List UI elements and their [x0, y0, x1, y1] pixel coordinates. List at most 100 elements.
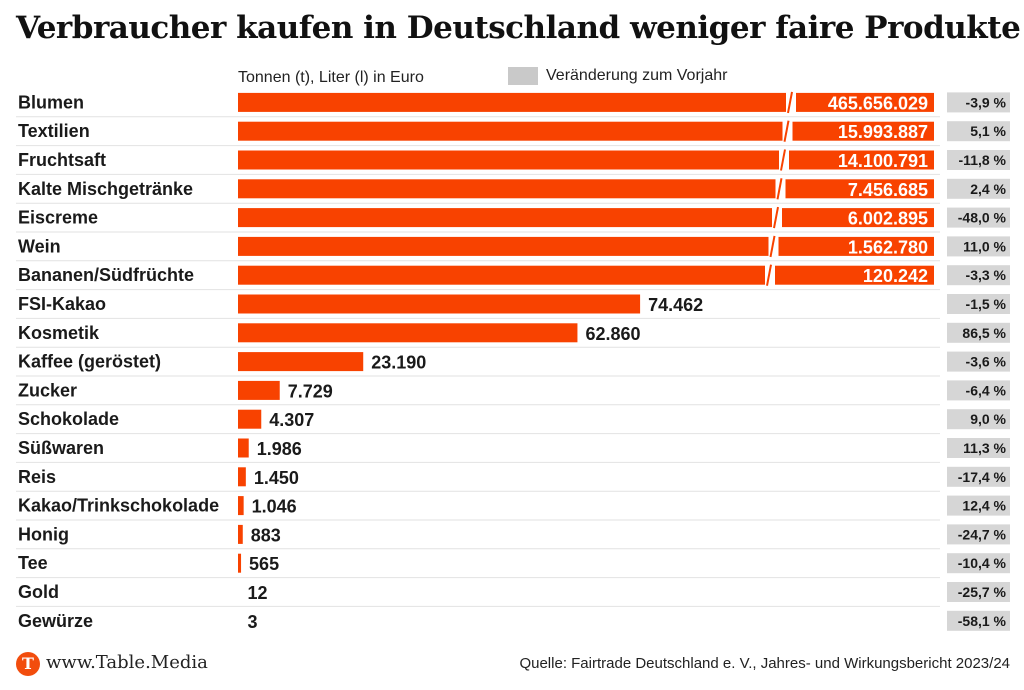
axis-break-mark: [783, 120, 790, 142]
change-box: [947, 553, 1010, 574]
value-label: 4.307: [269, 410, 314, 430]
category-label: Gewürze: [18, 611, 93, 631]
axis-break-mark: [780, 149, 786, 171]
bar: [238, 150, 779, 170]
bar: [238, 409, 262, 429]
bar: [238, 553, 242, 573]
change-label: -10,4 %: [958, 555, 1007, 571]
value-label: 6.002.895: [848, 209, 928, 229]
value-label: 1.450: [254, 468, 299, 488]
change-label: -3,9 %: [966, 94, 1007, 110]
category-label: Bananen/Südfrüchte: [18, 265, 194, 285]
axis-break-mark: [766, 264, 772, 286]
change-box: [947, 438, 1010, 458]
axis-break-mark: [769, 235, 776, 258]
legend: Veränderung zum Vorjahr: [508, 67, 727, 85]
value-label: 565: [249, 554, 279, 574]
change-label: -3,3 %: [966, 267, 1007, 283]
change-box: [947, 524, 1010, 545]
change-label: 9,0 %: [970, 411, 1006, 427]
value-label: 23.190: [371, 353, 426, 373]
category-label: Reis: [18, 467, 56, 487]
category-label: Kosmetik: [18, 323, 100, 343]
change-label: -3,6 %: [966, 354, 1007, 370]
bar-continuation: [789, 150, 934, 170]
change-label: 11,0 %: [963, 238, 1006, 254]
value-label: 1.986: [257, 439, 302, 459]
axis-break-mark: [773, 206, 779, 229]
bar-continuation: [796, 92, 934, 112]
bar: [238, 92, 786, 112]
value-label: 14.100.791: [838, 151, 928, 171]
change-box: [947, 207, 1010, 228]
bar: [238, 208, 772, 228]
change-box: [947, 178, 1010, 199]
table-media-logo: T: [16, 652, 40, 676]
change-label: -17,4 %: [958, 469, 1007, 485]
bar-continuation: [778, 236, 934, 256]
bar: [238, 236, 769, 256]
change-box: [947, 409, 1010, 430]
bar: [238, 467, 246, 487]
category-label: Gold: [18, 582, 59, 602]
bar-continuation: [792, 121, 934, 141]
bar: [238, 323, 578, 343]
change-box: [947, 322, 1010, 343]
category-label: Zucker: [18, 380, 77, 400]
bar: [238, 265, 765, 285]
change-box: [947, 294, 1010, 314]
change-box: [947, 610, 1010, 631]
change-box: [947, 265, 1010, 286]
category-label: Süßwaren: [18, 438, 104, 458]
bar-continuation: [782, 208, 934, 228]
change-label: -48,0 %: [958, 210, 1007, 226]
change-label: -58,1 %: [958, 613, 1007, 629]
category-label: Kaffee (geröstet): [18, 352, 161, 372]
value-label: 15.993.887: [838, 122, 928, 142]
change-box: [947, 495, 1010, 516]
category-label: Wein: [18, 236, 61, 256]
bar: [238, 524, 243, 544]
category-label: Fruchtsaft: [18, 150, 106, 170]
value-label: 1.562.780: [848, 237, 928, 257]
category-label: FSI-Kakao: [18, 294, 106, 314]
change-box: [947, 236, 1010, 257]
change-box: [947, 582, 1010, 602]
axis-break-mark: [787, 91, 793, 114]
change-label: 11,3 %: [963, 440, 1006, 456]
change-box: [947, 121, 1010, 142]
change-label: -24,7 %: [958, 526, 1007, 542]
value-label: 74.462: [648, 295, 703, 315]
value-label: 3: [248, 612, 258, 632]
footer-site: www.Table.Media: [46, 652, 208, 673]
change-label: 5,1 %: [970, 123, 1006, 139]
change-box: [947, 150, 1010, 170]
bar-continuation: [785, 179, 934, 199]
change-box: [947, 92, 1010, 113]
legend-swatch: [508, 67, 538, 85]
change-label: -25,7 %: [958, 584, 1007, 600]
category-label: Textilien: [18, 121, 90, 141]
legend-label: Veränderung zum Vorjahr: [546, 67, 728, 84]
footer-source: Quelle: Fairtrade Deutschland e. V., Jah…: [519, 655, 1010, 672]
change-label: -1,5 %: [966, 296, 1007, 312]
category-label: Schokolade: [18, 409, 119, 429]
bar: [238, 496, 244, 516]
bar: [238, 121, 783, 141]
change-label: -6,4 %: [966, 382, 1007, 398]
value-label: 465.656.029: [828, 93, 928, 113]
change-label: 12,4 %: [962, 498, 1006, 514]
category-label: Kakao/Trinkschokolade: [18, 496, 219, 516]
category-label: Kalte Mischgetränke: [18, 179, 193, 199]
value-label: 62.860: [585, 324, 640, 344]
value-label: 7.456.685: [848, 180, 928, 200]
value-label: 883: [251, 525, 281, 545]
change-box: [947, 351, 1010, 372]
bar: [238, 179, 776, 199]
change-label: 86,5 %: [962, 325, 1006, 341]
value-label: 120.242: [863, 266, 928, 286]
value-label: 12: [248, 583, 268, 603]
change-label: 2,4 %: [970, 181, 1006, 197]
axis-break-mark: [776, 178, 783, 200]
